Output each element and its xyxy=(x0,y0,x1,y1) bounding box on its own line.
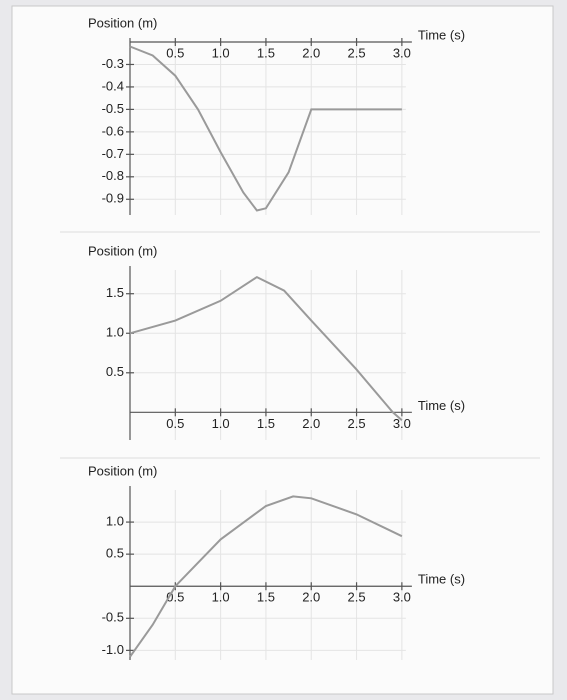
y-axis-label: Position (m) xyxy=(88,463,157,478)
x-tick-label: 1.0 xyxy=(212,416,230,431)
x-axis-label: Time (s) xyxy=(418,398,465,413)
data-line xyxy=(129,495,403,658)
y-tick-label: -0.3 xyxy=(102,56,124,71)
y-tick-label: -0.7 xyxy=(102,146,124,161)
x-tick-label: 1.0 xyxy=(212,590,230,605)
x-tick-label: 2.0 xyxy=(302,590,320,605)
x-tick-label: 1.5 xyxy=(257,416,275,431)
y-tick-label: -0.9 xyxy=(102,191,124,206)
y-axis-label: Position (m) xyxy=(88,243,157,258)
x-axis-label: Time (s) xyxy=(418,27,465,42)
y-tick-label: 1.0 xyxy=(106,325,124,340)
x-tick-label: 2.0 xyxy=(302,416,320,431)
x-tick-label: 0.5 xyxy=(166,45,184,60)
x-tick-label: 2.5 xyxy=(348,45,366,60)
x-tick-label: 0.5 xyxy=(166,416,184,431)
y-tick-label: 0.5 xyxy=(106,546,124,561)
x-tick-label: 2.0 xyxy=(302,45,320,60)
data-line xyxy=(129,275,403,421)
y-tick-label: 0.5 xyxy=(106,364,124,379)
x-tick-label: 3.0 xyxy=(393,416,411,431)
x-tick-label: 3.0 xyxy=(393,590,411,605)
page-frame xyxy=(11,5,554,695)
y-tick-label: -0.5 xyxy=(102,610,124,625)
y-tick-label: -0.6 xyxy=(102,123,124,138)
y-tick-label: -0.8 xyxy=(102,168,124,183)
y-tick-label: 1.0 xyxy=(106,514,124,529)
y-axis-label: Position (m) xyxy=(88,15,157,30)
x-tick-label: 2.5 xyxy=(348,590,366,605)
data-line xyxy=(129,45,402,212)
x-tick-label: 1.5 xyxy=(257,590,275,605)
y-tick-label: -1.0 xyxy=(102,642,124,657)
y-tick-label: -0.4 xyxy=(102,78,124,93)
x-axis-label: Time (s) xyxy=(418,572,465,587)
x-tick-label: 1.5 xyxy=(257,45,275,60)
x-tick-label: 2.5 xyxy=(348,416,366,431)
y-tick-label: 1.5 xyxy=(106,285,124,300)
x-tick-label: 3.0 xyxy=(393,45,411,60)
y-tick-label: -0.5 xyxy=(102,101,124,116)
x-tick-label: 1.0 xyxy=(212,45,230,60)
